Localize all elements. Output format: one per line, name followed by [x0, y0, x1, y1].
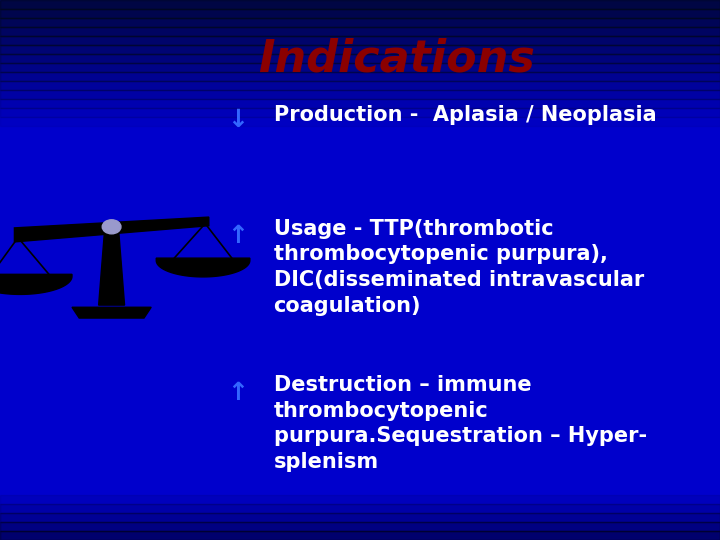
Bar [0, 0, 720, 9]
Bar [0, 108, 720, 117]
Bar [0, 72, 720, 81]
Text: ↑: ↑ [227, 224, 248, 248]
Text: Destruction – immune
thrombocytopenic
purpura.Sequestration – Hyper-
splenism: Destruction – immune thrombocytopenic pu… [274, 375, 647, 472]
Polygon shape [0, 274, 72, 294]
Text: Production -  Aplasia / Neoplasia: Production - Aplasia / Neoplasia [274, 105, 656, 125]
Bar [0, 495, 720, 504]
Bar [0, 504, 720, 513]
Bar [0, 522, 720, 531]
Text: ↓: ↓ [227, 108, 248, 132]
Text: ↑: ↑ [227, 381, 248, 404]
Bar [0, 513, 720, 522]
Bar [0, 18, 720, 27]
Bar [0, 9, 720, 18]
Text: Indications: Indications [258, 38, 534, 81]
Bar [0, 54, 720, 63]
Bar [0, 531, 720, 540]
Text: Usage - TTP(thrombotic
thrombocytopenic purpura),
DIC(disseminated intravascular: Usage - TTP(thrombotic thrombocytopenic … [274, 219, 644, 315]
Polygon shape [99, 232, 125, 305]
Polygon shape [14, 217, 209, 242]
Bar [0, 36, 720, 45]
Polygon shape [156, 258, 250, 277]
Bar [0, 90, 720, 99]
Bar [0, 81, 720, 90]
Bar [0, 45, 720, 54]
Bar [0, 27, 720, 36]
Circle shape [102, 220, 121, 234]
Bar [0, 117, 720, 126]
Polygon shape [72, 307, 151, 318]
Bar [0, 63, 720, 72]
Bar [0, 99, 720, 108]
